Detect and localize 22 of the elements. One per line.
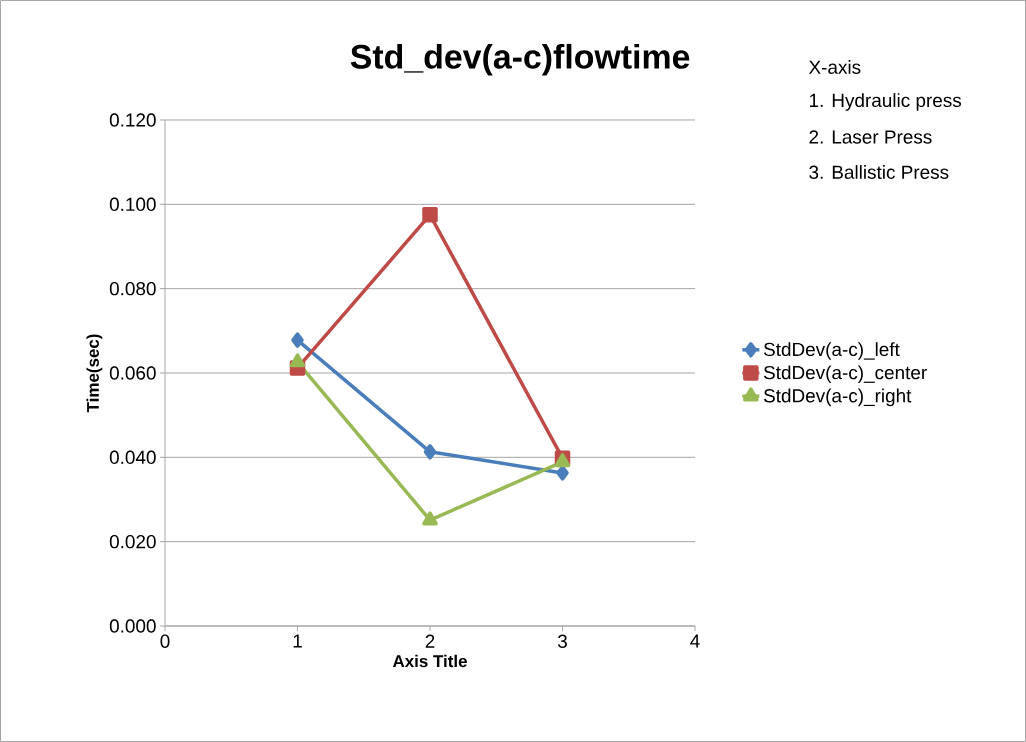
x-tick-label: 4 [690,634,700,648]
x-axis-title: Axis Title [392,654,467,668]
legend-label: StdDev(a-c)_right [763,388,912,407]
text: 2. Laser Press [809,130,932,144]
x-tick-label: 0 [160,634,170,648]
y-tick-label: 0.020 [109,534,156,549]
x-tick-label: 2 [425,634,435,648]
y-tick-label: 0.040 [109,450,156,465]
y-axis-title: Time(sec) [86,334,103,413]
y-tick-label: 0.120 [109,113,156,127]
legend-label: StdDev(a-c)_left [763,342,900,360]
text: 1. Hydraulic press [809,93,962,111]
x-tick-label: 1 [293,634,302,648]
y-tick-label: 0.080 [109,281,156,296]
chart-title: Std_dev(a-c)flowtime [350,43,690,76]
legend-label: StdDev(a-c)_center [763,365,927,384]
y-tick-label: 0.100 [109,197,156,212]
y-tick-label: 0.000 [109,619,156,633]
y-tick-label: 0.060 [109,366,156,380]
text: X-axis [808,60,861,74]
text: 3. Ballistic Press [809,165,949,179]
x-tick-label: 3 [557,634,567,648]
